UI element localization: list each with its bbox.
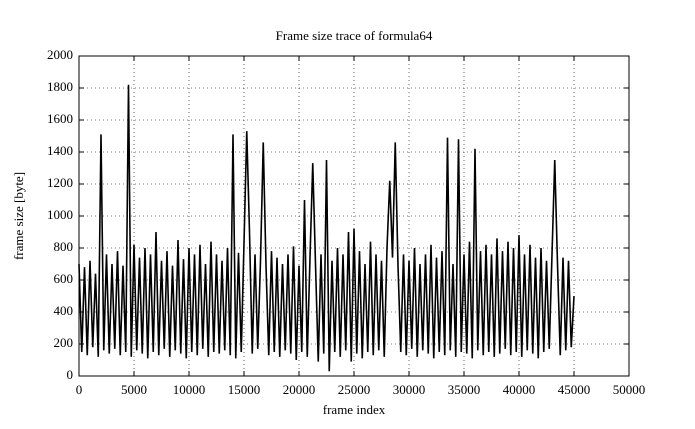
y-tick-label: 800	[54, 239, 74, 254]
y-tick-label: 400	[54, 303, 74, 318]
y-axis-label: frame size [byte]	[11, 172, 26, 260]
x-tick-label: 0	[76, 382, 83, 397]
y-tick-label: 600	[54, 271, 74, 286]
x-tick-label: 50000	[613, 382, 646, 397]
chart-title: Frame size trace of formula64	[276, 28, 433, 43]
x-tick-label: 10000	[173, 382, 206, 397]
y-tick-label: 2000	[47, 47, 73, 62]
y-tick-label: 1800	[47, 79, 73, 94]
data-line	[78, 84, 575, 372]
x-axis-label: frame index	[323, 402, 386, 417]
x-tick-label: 45000	[558, 382, 591, 397]
y-tick-label: 200	[54, 335, 74, 350]
y-tick-label: 1000	[47, 207, 73, 222]
x-tick-label: 15000	[228, 382, 261, 397]
y-tick-label: 1400	[47, 143, 73, 158]
x-tick-label: 25000	[338, 382, 371, 397]
y-tick-label: 1200	[47, 175, 73, 190]
x-tick-label: 5000	[121, 382, 147, 397]
x-tick-label: 20000	[283, 382, 316, 397]
x-tick-label: 40000	[503, 382, 536, 397]
plot-frame	[78, 55, 630, 377]
x-tick-label: 35000	[448, 382, 481, 397]
x-tick-label: 30000	[393, 382, 426, 397]
y-tick-label: 0	[67, 367, 74, 382]
y-tick-label: 1600	[47, 111, 73, 126]
